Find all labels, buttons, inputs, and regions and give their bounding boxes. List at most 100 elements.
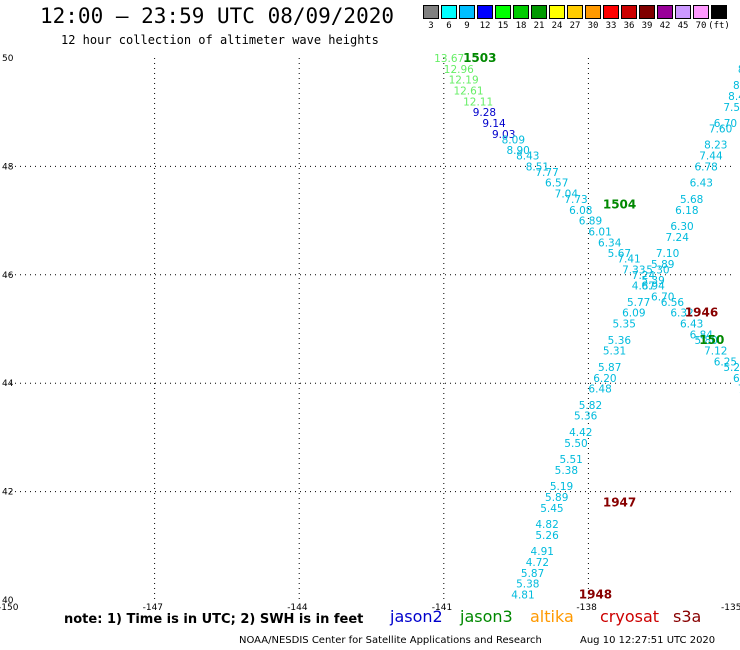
- sat-label-jason2: jason2: [390, 607, 443, 626]
- page-title: 12:00 — 23:59 UTC 08/09/2020: [40, 4, 395, 28]
- sat-label-altika: altika: [530, 607, 574, 626]
- wave-height-value: 7.44: [699, 151, 723, 163]
- lat-tick-label: 40: [2, 596, 14, 606]
- legend-label: 9: [464, 21, 470, 31]
- pass-time-label: 1946: [685, 306, 718, 320]
- wave-height-value: 5.31: [603, 346, 626, 358]
- wave-height-value: 5.45: [540, 503, 563, 515]
- legend-label: 6: [446, 21, 452, 31]
- lat-tick-label: 50: [2, 54, 14, 64]
- wave-height-value: 7.77: [535, 167, 558, 179]
- wave-height-value: 6.56: [661, 297, 685, 309]
- wave-height-value: 6.70: [714, 118, 737, 130]
- wave-height-value: 6.84: [690, 329, 714, 341]
- legend-label: 3: [428, 21, 434, 31]
- wave-height-value: 8.49: [728, 91, 740, 103]
- wave-height-value: 4.87: [632, 281, 655, 293]
- wave-height-value: 5.87: [521, 568, 544, 580]
- legend-label: (ft): [708, 21, 730, 31]
- wave-height-value: 5.50: [564, 438, 587, 450]
- color-legend: [423, 5, 729, 19]
- legend-swatch: [513, 5, 529, 19]
- legend-swatch: [567, 5, 583, 19]
- wave-height-value: 5.51: [559, 454, 582, 466]
- wave-height-value: 6.43: [733, 373, 740, 385]
- wave-height-value: 7.41: [617, 254, 640, 266]
- lat-tick-label: 48: [2, 162, 14, 172]
- wave-height-value: 7.24: [738, 384, 740, 396]
- wave-height-value: 4.72: [526, 557, 549, 569]
- legend-swatch: [459, 5, 475, 19]
- legend-label: 18: [515, 21, 527, 31]
- wave-height-value: 6.89: [579, 216, 602, 228]
- wave-height-value: 6.25: [714, 357, 737, 369]
- legend-label: 15: [497, 21, 509, 31]
- pass-time-label: 1504: [603, 197, 636, 211]
- wave-height-value: 6.34: [598, 237, 622, 249]
- wave-height-value: 5.26: [535, 530, 559, 542]
- sat-label-s3a: s3a: [673, 607, 702, 626]
- wave-height-value: 9.28: [473, 107, 496, 119]
- wave-height-value: 7.24: [632, 270, 656, 282]
- wave-height-value: 5.39: [641, 275, 664, 287]
- wave-height-value: 9.14: [482, 118, 506, 130]
- wave-height-value: 8.90: [506, 145, 529, 157]
- wave-height-value: 6.78: [694, 161, 717, 173]
- wave-height-value: 5.35: [613, 319, 636, 331]
- wave-height-value: 5.67: [608, 248, 631, 260]
- wave-height-value: 7.04: [555, 189, 579, 201]
- legend-label: 33: [605, 21, 617, 31]
- wave-height-value: 4.81: [511, 590, 534, 602]
- legend-swatch: [495, 5, 511, 19]
- legend-swatch: [441, 5, 457, 19]
- legend-swatch: [711, 5, 727, 19]
- wave-height-value: 6.57: [545, 178, 568, 190]
- wave-height-value: 13.67: [434, 53, 464, 65]
- wave-height-value: 5.19: [550, 481, 573, 493]
- lat-tick-label: 42: [2, 488, 13, 498]
- wave-height-value: 6.48: [588, 384, 611, 396]
- wave-height-value: 5.38: [555, 465, 578, 477]
- wave-height-value: 6.18: [675, 205, 698, 217]
- wave-height-value: 9.03: [492, 129, 515, 141]
- footer-note: note: 1) Time is in UTC; 2) SWH is in fe…: [64, 612, 364, 627]
- legend-swatch: [423, 5, 439, 19]
- legend-swatch: [675, 5, 691, 19]
- wave-height-value: 6.32: [670, 308, 693, 320]
- wave-height-value: 7.24: [666, 232, 690, 244]
- pass-time-label: 1503: [463, 51, 496, 65]
- legend-swatch: [549, 5, 565, 19]
- pass-time-label: 150: [699, 333, 724, 347]
- color-legend-labels: 3 6 9 12 15 18 21 24 27 30 33 36 39 42 45 70 (ft): [423, 21, 740, 35]
- legend-swatch: [693, 5, 709, 19]
- wave-height-value: 5.87: [598, 362, 621, 374]
- wave-height-value: 6.08: [569, 205, 592, 217]
- wave-height-value: 5.80: [694, 335, 717, 347]
- wave-height-value: 5.82: [579, 400, 602, 412]
- wave-height-value: 12.96: [444, 64, 474, 76]
- wave-height-value: 5.89: [545, 492, 568, 504]
- wave-height-value: 5.68: [680, 194, 703, 206]
- legend-swatch: [603, 5, 619, 19]
- wave-height-value: 8.23: [704, 140, 727, 152]
- legend-swatch: [657, 5, 673, 19]
- wave-height-value: 12.61: [453, 86, 483, 98]
- wave-height-value: 7.33: [622, 264, 645, 276]
- legend-label: 45: [677, 21, 689, 31]
- wave-height-value: 8.39: [733, 80, 740, 92]
- page-subtitle: 12 hour collection of altimeter wave hei…: [61, 33, 379, 47]
- wave-height-value: 7.60: [709, 123, 732, 135]
- legend-swatch: [477, 5, 493, 19]
- lon-tick-label: -150: [0, 603, 19, 613]
- wave-height-value: 8.51: [526, 161, 549, 173]
- wave-height-value: 7.12: [704, 346, 727, 358]
- wave-height-value: 5.30: [646, 264, 669, 276]
- wave-height-value: 7.55: [723, 102, 740, 114]
- wave-height-value: 5.38: [516, 579, 539, 591]
- wave-height-value: 6.43: [690, 178, 713, 190]
- wave-height-value: 6.20: [593, 373, 616, 385]
- legend-label: 39: [641, 21, 653, 31]
- wave-height-value: 8.09: [502, 134, 525, 146]
- lon-tick-label: -135: [721, 603, 740, 613]
